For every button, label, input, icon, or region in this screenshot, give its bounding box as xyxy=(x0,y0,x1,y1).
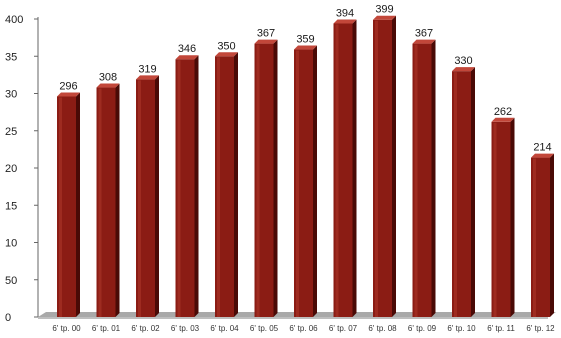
bar-top xyxy=(491,117,515,122)
data-label: 367 xyxy=(257,28,275,40)
data-label: 319 xyxy=(138,63,156,75)
bar-highlight xyxy=(138,80,141,317)
bar-side xyxy=(155,75,159,317)
data-label: 350 xyxy=(217,40,235,52)
bar xyxy=(175,55,199,317)
x-tick-label: 6' tp. 00 xyxy=(52,324,81,333)
y-tick-label: 20 xyxy=(5,163,24,175)
bar-side xyxy=(510,117,515,317)
y-tick-label: 30 xyxy=(5,89,24,101)
bar-top xyxy=(254,39,278,44)
x-tick-label: 6' tp. 04 xyxy=(210,324,239,333)
y-tick-label: 50 xyxy=(5,275,17,287)
bar-highlight xyxy=(335,24,339,317)
data-label: 308 xyxy=(99,72,117,84)
bar xyxy=(452,67,475,318)
bar-highlight xyxy=(533,158,536,317)
x-tick-label: 6' tp. 06 xyxy=(289,324,318,333)
x-tick-label: 6' tp. 03 xyxy=(171,324,200,333)
data-labels: 296 308 319 346 350 367 359 394 399 367 330 262 214 xyxy=(59,4,551,154)
data-label: 330 xyxy=(454,55,472,67)
bar-side xyxy=(471,67,475,318)
y-tick-label: 10 xyxy=(5,238,24,250)
bar-side xyxy=(273,39,278,318)
bar-highlight xyxy=(98,88,102,317)
bar-top xyxy=(215,52,238,57)
x-tick-label: 6' tp. 11 xyxy=(487,324,515,333)
bar-top xyxy=(96,83,120,88)
x-tick-label: 6' tp. 09 xyxy=(408,324,437,333)
x-tick-label: 6' tp. 10 xyxy=(447,324,476,333)
bar xyxy=(57,92,80,317)
bar-side xyxy=(115,83,120,317)
bar-top xyxy=(333,19,357,24)
bar xyxy=(254,39,278,318)
bar-top xyxy=(452,67,475,72)
bar-highlight xyxy=(256,44,260,318)
bar-side xyxy=(313,45,317,318)
bar xyxy=(294,45,317,318)
bar xyxy=(531,153,554,317)
bar xyxy=(491,117,515,317)
bar-top xyxy=(412,39,436,44)
bar xyxy=(333,19,357,317)
data-label: 367 xyxy=(415,28,433,40)
bar-top xyxy=(136,75,159,80)
data-label: 399 xyxy=(375,4,393,16)
y-tick-label: 15 xyxy=(5,200,24,212)
x-tick-label: 6' tp. 02 xyxy=(131,324,160,333)
bar-top xyxy=(294,45,317,50)
bar-side xyxy=(392,15,396,318)
data-label: 262 xyxy=(494,106,512,118)
bar-highlight xyxy=(217,57,220,317)
y-tick-label: 0 xyxy=(5,312,11,324)
bar-side xyxy=(234,52,238,317)
bar xyxy=(96,83,120,317)
bar-highlight xyxy=(493,122,497,317)
bar-side xyxy=(76,92,80,317)
bar-top xyxy=(57,92,80,97)
bar-side xyxy=(194,55,199,317)
data-label: 394 xyxy=(336,7,354,19)
data-label: 296 xyxy=(59,80,77,92)
y-tick-label: 35 xyxy=(5,51,24,63)
x-axis: 6' tp. 00 6' tp. 01 6' tp. 02 6' tp. 03 6' t… xyxy=(52,324,555,333)
data-label: 359 xyxy=(296,34,314,46)
data-label: 346 xyxy=(178,43,196,55)
bar-top xyxy=(373,15,396,20)
bar-top xyxy=(531,153,554,158)
bar-series xyxy=(57,15,554,318)
data-label: 214 xyxy=(533,142,551,154)
x-tick-label: 6' tp. 07 xyxy=(329,324,358,333)
bar-highlight xyxy=(177,60,181,317)
y-tick-label: 400 xyxy=(5,14,23,26)
bar-highlight xyxy=(414,44,418,318)
bar-highlight xyxy=(296,50,299,318)
bar-highlight xyxy=(454,72,457,318)
bar-side xyxy=(352,19,357,317)
y-axis: 0 50 10 15 20 25 30 35 400 xyxy=(5,14,39,324)
bar-highlight xyxy=(375,20,378,318)
x-tick-label: 6' tp. 08 xyxy=(368,324,397,333)
x-tick-label: 6' tp. 12 xyxy=(526,324,555,333)
bar xyxy=(215,52,238,317)
bar-side xyxy=(550,153,554,317)
bar-side xyxy=(431,39,436,318)
bar-top xyxy=(175,55,199,60)
x-tick-label: 6' tp. 01 xyxy=(92,324,121,333)
bar-highlight xyxy=(59,97,62,317)
y-tick-label: 25 xyxy=(5,126,24,138)
bar xyxy=(373,15,396,318)
bar xyxy=(412,39,436,318)
x-tick-label: 6' tp. 05 xyxy=(250,324,279,333)
bar xyxy=(136,75,159,317)
